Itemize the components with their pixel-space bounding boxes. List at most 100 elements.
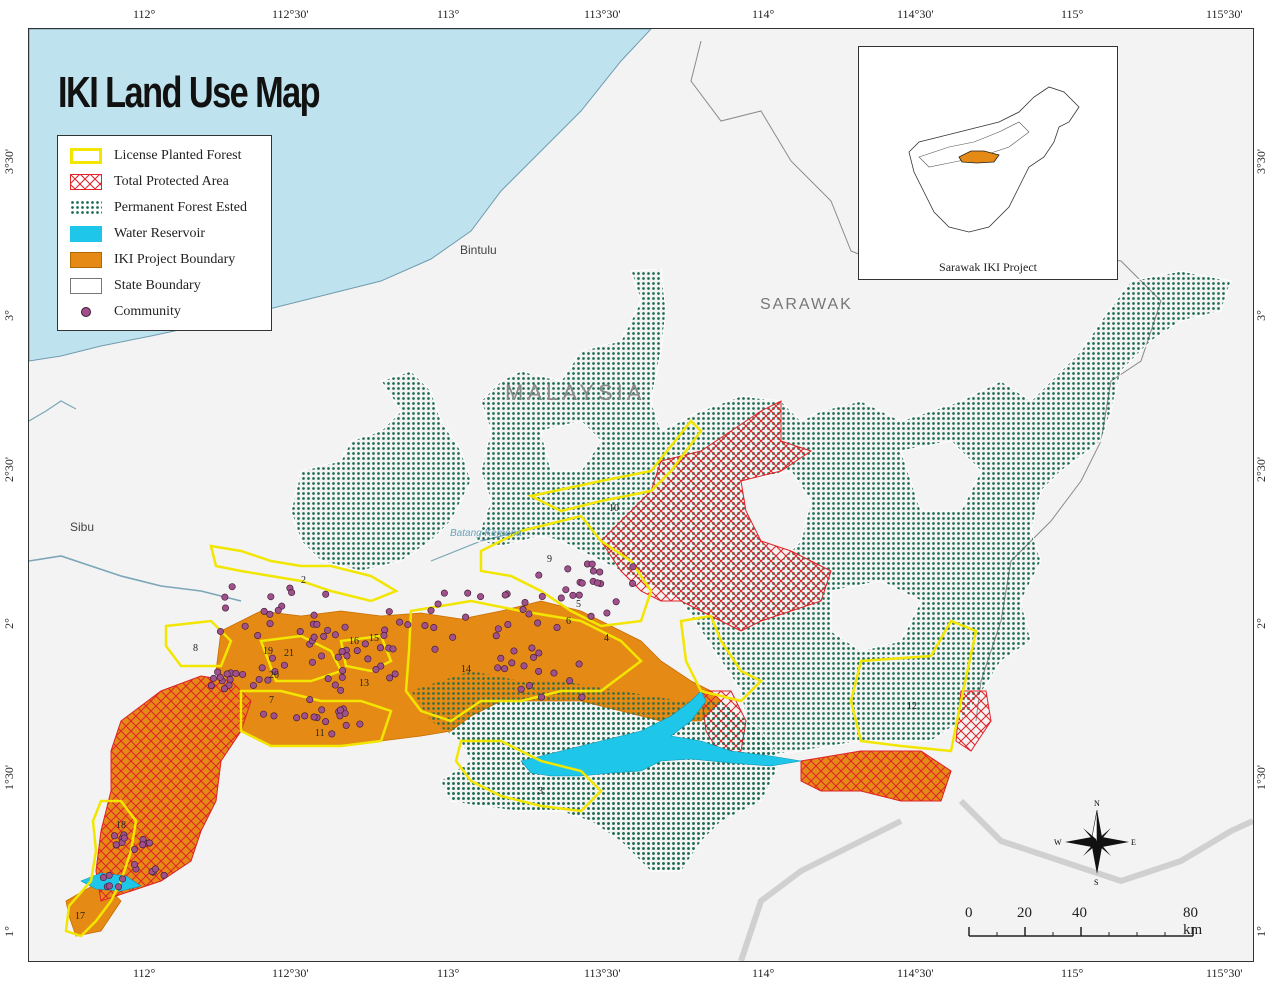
compass-s: S [1094, 878, 1098, 887]
coord-right-1-30: 1°30' [1253, 765, 1268, 790]
coord-top-113: 113° [437, 7, 460, 21]
legend-item-total-protected-area: Total Protected Area [70, 172, 229, 192]
area-label-3: 3 [538, 786, 543, 797]
community-point [501, 665, 509, 673]
coord-left-2-30: 2°30' [1, 457, 16, 482]
scale-bar: 0 20 40 80 km [965, 905, 1205, 945]
community-point [510, 647, 518, 655]
area-label-16: 16 [349, 636, 359, 647]
scale-bar-ticks [968, 927, 1194, 937]
community-point [131, 845, 139, 853]
coord-right-3: 3° [1253, 310, 1268, 321]
scale-label-0: 0 [965, 905, 973, 921]
place-bintulu: Bintulu [460, 243, 497, 257]
community-point [269, 654, 277, 662]
community-point [534, 619, 542, 627]
place-sarawak: SARAWAK [760, 296, 853, 313]
scale-label-40: 40 [1072, 905, 1087, 921]
coord-top-114-30: 114°30' [897, 7, 934, 21]
community-point [337, 686, 345, 694]
community-point [296, 628, 304, 636]
scale-label-20: 20 [1017, 905, 1032, 921]
community-point [535, 667, 543, 675]
community-point [535, 571, 543, 579]
community-point [119, 875, 127, 883]
area-label-18: 18 [116, 820, 126, 831]
community-point [293, 714, 301, 722]
community-point [550, 669, 558, 677]
community-point [115, 883, 123, 891]
place-batang-kemena: Batang Kemena [450, 528, 522, 539]
community-point [578, 693, 586, 701]
compass-w: W [1054, 838, 1062, 847]
community-point [139, 841, 147, 849]
community-point [105, 871, 113, 879]
community-point [226, 675, 234, 683]
community-point [324, 675, 332, 683]
coord-bottom-114-30: 114°30' [897, 966, 934, 980]
community-point [376, 644, 384, 652]
community-point [404, 621, 412, 629]
community-point [313, 620, 321, 628]
community-point [258, 664, 266, 672]
community-point [629, 579, 637, 587]
legend-label: Total Protected Area [114, 174, 229, 189]
coord-bottom-114: 114° [752, 966, 775, 980]
community-point [519, 606, 527, 614]
area-label-7: 7 [269, 695, 274, 706]
community-point [334, 653, 342, 661]
coord-top-112-30: 112°30' [272, 7, 309, 21]
state-boundary-swatch-icon [70, 278, 102, 294]
community-point [310, 611, 318, 619]
coord-top-115-30: 115°30' [1206, 7, 1243, 21]
community-dot-icon [70, 304, 102, 320]
community-point [221, 593, 229, 601]
community-point [310, 633, 318, 641]
community-point [562, 586, 570, 594]
map-title: IKI Land Use Map [58, 68, 321, 117]
community-point [612, 598, 620, 606]
community-point [306, 696, 314, 704]
community-point [341, 623, 349, 631]
community-point [254, 631, 262, 639]
coord-bottom-113-30: 113°30' [584, 966, 621, 980]
community-point [385, 608, 393, 616]
inset-map: Sarawak IKI Project [858, 46, 1118, 280]
compass-n: N [1094, 799, 1100, 808]
community-point [430, 623, 438, 631]
community-point [564, 565, 572, 573]
coord-bottom-112: 112° [133, 966, 156, 980]
coord-top-115: 115° [1061, 7, 1084, 21]
community-point [260, 607, 268, 615]
legend-item-water-reservoir: Water Reservoir [70, 224, 205, 244]
water-swatch-icon [70, 226, 102, 242]
community-point [318, 706, 326, 714]
area-label-9: 9 [547, 554, 552, 565]
community-point [578, 579, 586, 587]
community-point [386, 674, 394, 682]
legend-label: Permanent Forest Ested [114, 200, 247, 215]
area-label-8: 8 [193, 643, 198, 654]
community-point [318, 652, 326, 660]
community-point [207, 682, 215, 690]
legend: License Planted Forest Total Protected A… [57, 135, 272, 331]
community-point [241, 622, 249, 630]
legend-item-iki-boundary: IKI Project Boundary [70, 250, 235, 270]
community-point [322, 590, 330, 598]
community-point [391, 670, 399, 678]
community-point [110, 832, 118, 840]
coord-top-113-30: 113°30' [584, 7, 621, 21]
area-label-11: 11 [315, 728, 325, 739]
inset-iki-area [958, 150, 1000, 164]
legend-label: Community [114, 304, 181, 319]
coord-bottom-112-30: 112°30' [272, 966, 309, 980]
community-point [120, 834, 128, 842]
community-point [520, 662, 528, 670]
coord-bottom-115: 115° [1061, 966, 1084, 980]
community-point [530, 653, 538, 661]
community-point [338, 673, 346, 681]
area-label-15: 15 [369, 633, 379, 644]
community-point [596, 568, 604, 576]
community-point [239, 670, 247, 678]
